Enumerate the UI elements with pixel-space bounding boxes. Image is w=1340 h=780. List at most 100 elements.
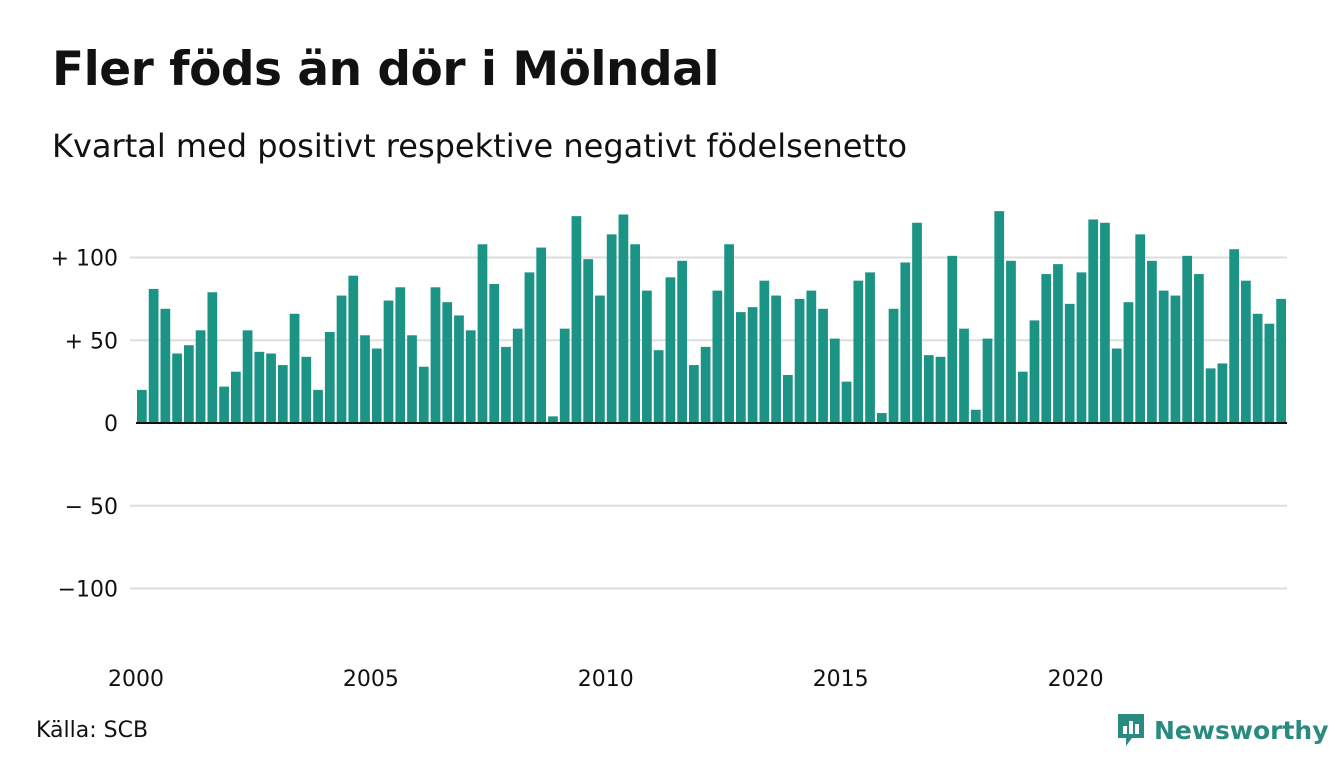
bar — [1264, 323, 1275, 423]
bar — [454, 315, 464, 424]
bar — [782, 375, 793, 423]
bar — [747, 307, 758, 423]
bar — [559, 328, 570, 423]
y-tick-label: + 100 — [51, 247, 118, 272]
bar — [642, 290, 652, 423]
bar — [1017, 371, 1028, 423]
newsworthy-logo-icon — [1118, 714, 1144, 746]
bar — [501, 346, 511, 423]
bar — [172, 353, 182, 423]
bar — [630, 244, 641, 423]
x-tick-label: 2015 — [813, 667, 869, 692]
bar — [207, 292, 218, 423]
bar — [806, 290, 817, 423]
bar — [1076, 272, 1087, 423]
bar — [371, 348, 382, 423]
bar — [1029, 320, 1040, 423]
bar — [1229, 249, 1240, 423]
bar — [360, 335, 370, 423]
bar — [841, 381, 852, 424]
bar — [1217, 363, 1228, 423]
brand-name: Newsworthy — [1154, 715, 1329, 745]
bar — [430, 287, 441, 423]
bar — [1147, 260, 1157, 423]
bar — [512, 328, 523, 423]
y-tick-label: + 50 — [65, 329, 118, 354]
source-note: Källa: SCB — [36, 718, 149, 743]
bar — [677, 260, 688, 423]
bar — [571, 216, 582, 424]
bar — [219, 386, 229, 423]
x-tick-label: 2000 — [108, 667, 164, 692]
bar — [994, 211, 1005, 423]
bar — [618, 214, 629, 423]
bar — [982, 338, 993, 424]
x-tick-label: 2020 — [1048, 667, 1104, 692]
y-tick-label: −100 — [58, 578, 118, 603]
bar — [735, 312, 746, 424]
bar — [418, 366, 429, 423]
bar — [289, 313, 300, 423]
bar — [160, 308, 171, 424]
bar — [947, 255, 958, 423]
bar — [1241, 280, 1251, 423]
bar — [1064, 303, 1075, 423]
bar — [771, 295, 781, 423]
bar — [383, 300, 394, 423]
bar — [818, 308, 828, 424]
chart-title: Fler föds än dör i Mölndal — [52, 42, 719, 97]
chart-subtitle: Kvartal med positivt respektive negativt… — [52, 127, 908, 165]
brand-logo: Newsworthy — [1116, 712, 1329, 748]
bar — [254, 351, 265, 423]
bar — [148, 288, 159, 423]
bar — [1205, 368, 1216, 423]
bar — [1276, 298, 1286, 424]
bar — [689, 365, 699, 423]
bar — [1041, 274, 1052, 423]
bar — [1135, 234, 1146, 423]
bar — [970, 409, 981, 423]
bar — [606, 234, 617, 423]
bar — [1006, 260, 1016, 423]
bar — [1111, 348, 1122, 423]
bar — [442, 302, 453, 423]
bar — [195, 330, 206, 423]
bar — [183, 345, 194, 423]
bar — [1053, 264, 1063, 423]
bars — [137, 211, 1286, 424]
bar — [548, 416, 558, 423]
bar — [137, 389, 147, 423]
bar — [595, 295, 605, 423]
bar — [829, 338, 840, 424]
bar — [665, 277, 676, 423]
bar — [230, 371, 241, 423]
y-axis-ticks: + 100 + 50 0 − 50 −100 — [51, 247, 118, 603]
x-tick-label: 2005 — [343, 667, 399, 692]
bar — [935, 356, 946, 423]
bar — [653, 350, 664, 423]
bar — [301, 356, 312, 423]
bar — [242, 330, 253, 423]
bar — [1088, 219, 1099, 423]
bar — [1182, 255, 1193, 423]
bar — [923, 355, 934, 423]
bar — [1194, 274, 1204, 423]
bar — [536, 247, 547, 423]
bar — [1158, 290, 1169, 423]
bar — [794, 298, 805, 424]
bar — [1170, 295, 1181, 423]
bar — [477, 244, 488, 423]
bar — [759, 280, 770, 423]
bar — [1100, 222, 1110, 423]
bar — [266, 353, 276, 423]
bar — [465, 330, 476, 423]
bar — [959, 328, 969, 423]
bar — [336, 295, 347, 423]
bar — [524, 272, 535, 423]
bar — [912, 222, 922, 423]
bar — [724, 244, 734, 423]
bar — [313, 389, 323, 423]
bar — [348, 275, 359, 423]
bar — [489, 283, 500, 423]
